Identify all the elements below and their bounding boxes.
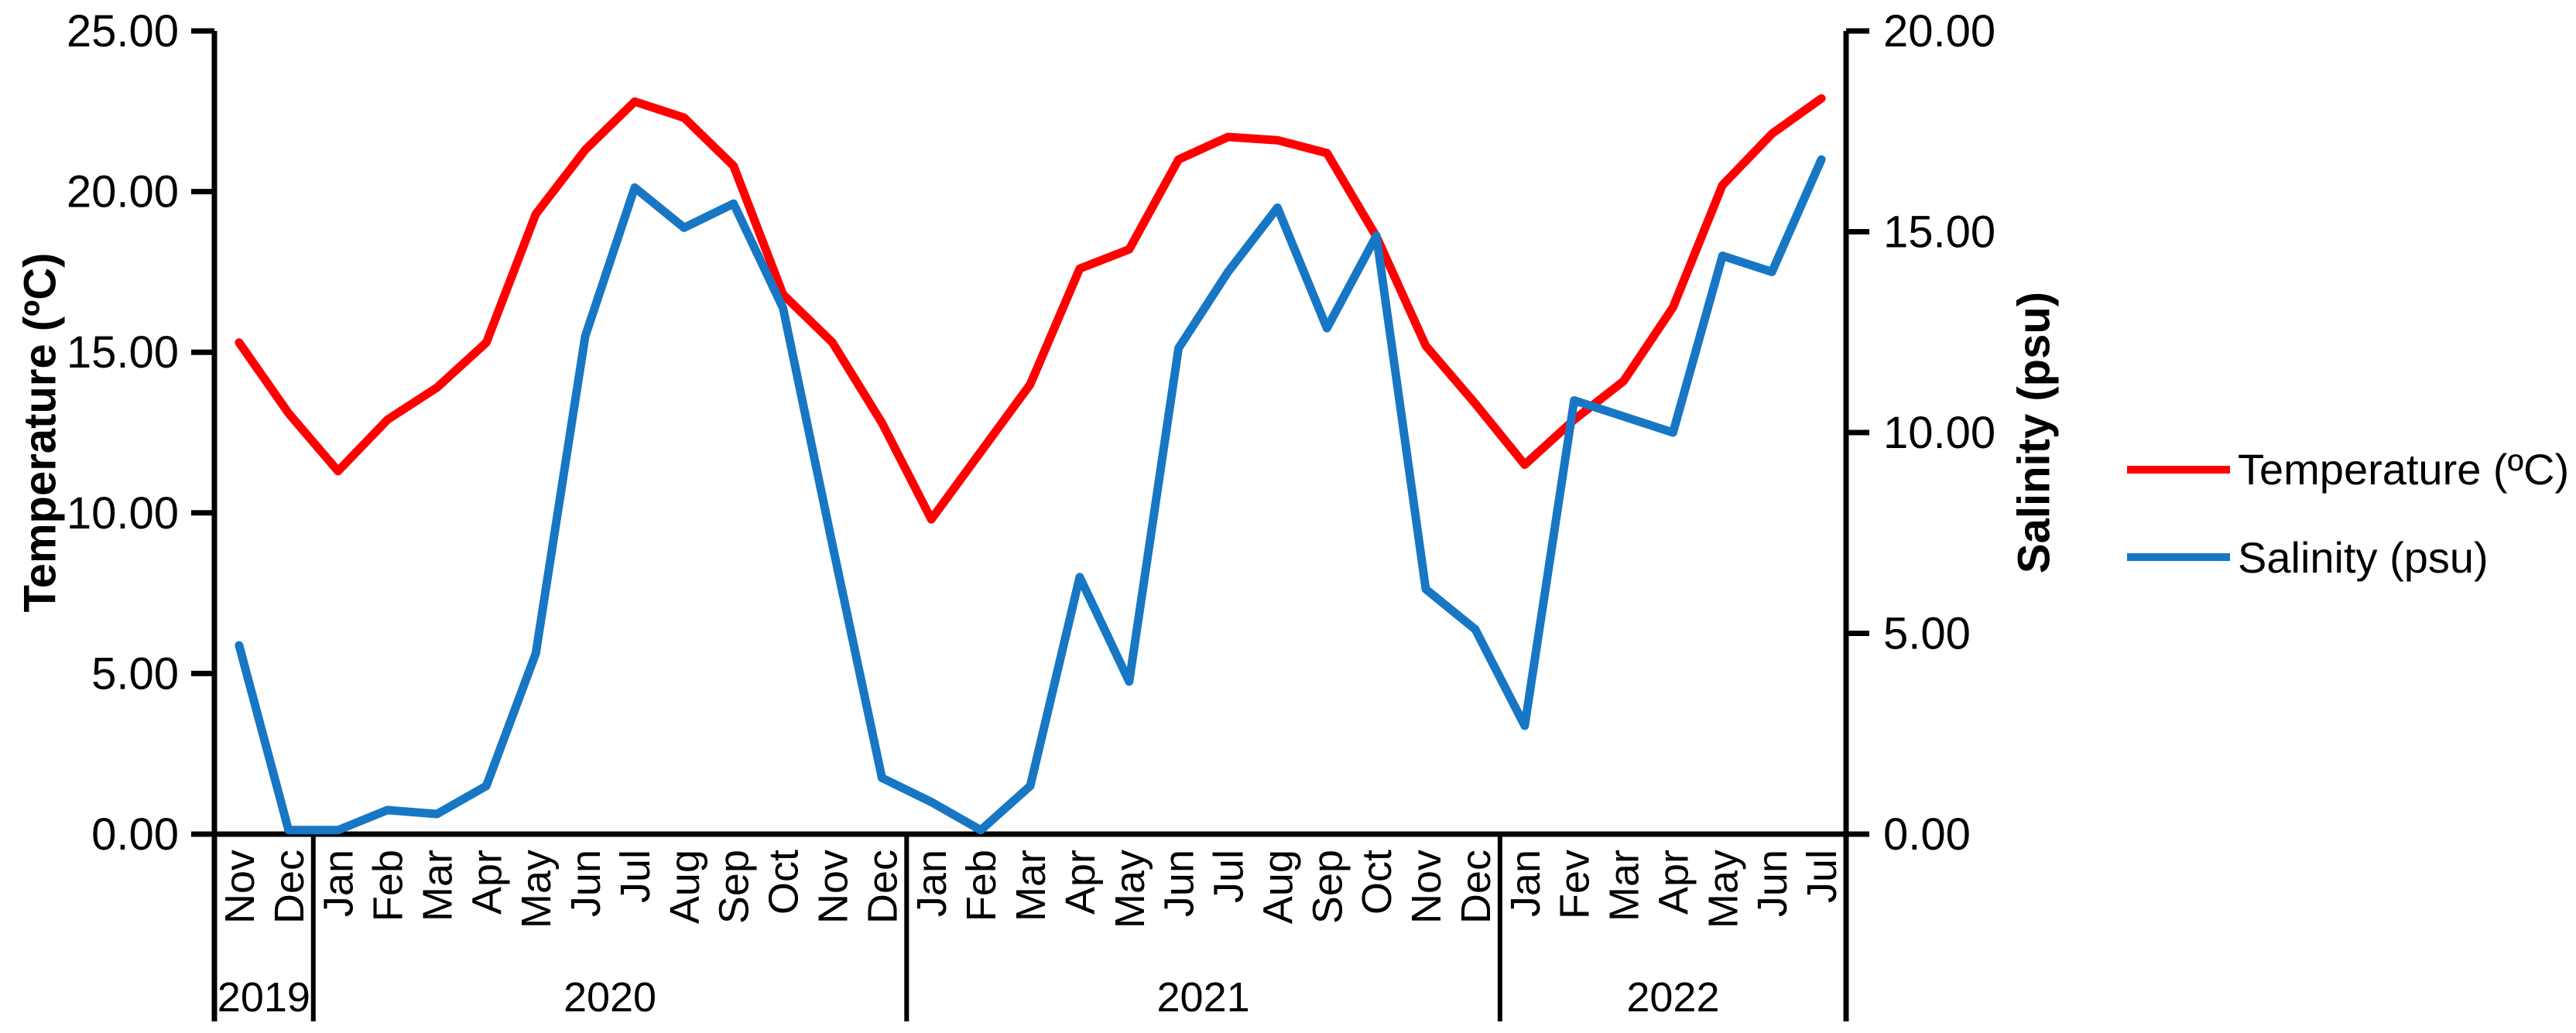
right-tick-label: 0.00 [1883, 809, 1971, 860]
left-tick-label: 5.00 [91, 648, 179, 699]
month-label: Jul [1206, 850, 1252, 903]
month-labels: Nov Dec Jan Feb Mar Apr May Jun Jul Aug Sep Oct Nov D… [217, 850, 1845, 929]
month-label: Apr [1650, 850, 1697, 915]
month-label: Sep [711, 850, 758, 924]
right-axis-title: Salinity (psu) [2009, 291, 2060, 574]
right-tick-label: 5.00 [1883, 609, 1971, 659]
month-label: Aug [1255, 850, 1301, 924]
salinity-line-swatch [2127, 553, 2230, 562]
month-label: Mar [1601, 850, 1648, 922]
legend-item-salinity: Salinity (psu) [2127, 532, 2569, 582]
legend: Temperature (ºC) Salinity (psu) [2127, 446, 2569, 581]
right-tick-label: 20.00 [1883, 6, 1995, 56]
temperature-line-swatch [2127, 465, 2230, 474]
legend-label-temperature: Temperature (ºC) [2238, 445, 2570, 494]
year-labels: 2019 2020 2021 2022 [218, 974, 1720, 1021]
axes [211, 31, 1849, 1021]
month-label: Jan [1502, 850, 1549, 917]
salinity-line [235, 155, 1826, 835]
left-tick-label: 10.00 [67, 488, 179, 539]
month-label: Fev [1552, 850, 1598, 919]
right-tick-label: 15.00 [1883, 207, 1995, 258]
month-label: Dec [266, 850, 313, 924]
month-label: Nov [810, 850, 856, 924]
month-label: Apr [1057, 850, 1104, 915]
month-label: Mar [414, 850, 461, 922]
month-label: Jun [1156, 850, 1203, 917]
month-label: Dec [1453, 850, 1499, 924]
month-label: Apr [464, 850, 510, 915]
legend-label-salinity: Salinity (psu) [2238, 532, 2489, 582]
year-label: 2020 [564, 974, 656, 1021]
right-axis-ticks: 20.00 15.00 10.00 5.00 0.00 [1846, 6, 1995, 860]
year-label: 2021 [1157, 974, 1250, 1021]
month-label: Dec [859, 850, 906, 924]
left-tick-label: 15.00 [67, 327, 179, 378]
month-label: Nov [1403, 850, 1450, 924]
month-label: Jun [1749, 850, 1796, 917]
left-axis-title: Temperature (ºC) [15, 252, 66, 613]
year-label: 2022 [1626, 974, 1719, 1021]
left-tick-label: 0.00 [91, 809, 179, 860]
month-label: Jan [316, 850, 362, 917]
month-label: Oct [761, 850, 807, 915]
month-label: Nov [217, 850, 263, 924]
month-label: Jul [612, 850, 659, 903]
month-label: Aug [662, 850, 708, 924]
month-label: Sep [1304, 850, 1351, 924]
left-tick-label: 25.00 [67, 6, 179, 56]
month-label: May [1107, 850, 1153, 929]
year-label: 2019 [218, 974, 310, 1021]
month-label: May [1700, 850, 1746, 929]
month-label: May [513, 850, 560, 929]
month-label: Mar [1008, 850, 1054, 922]
month-label: Jun [563, 850, 609, 917]
left-tick-label: 20.00 [67, 167, 179, 217]
month-label: Oct [1354, 850, 1400, 915]
month-label: Jan [909, 850, 955, 917]
temperature-line [235, 94, 1826, 524]
legend-item-temperature: Temperature (ºC) [2127, 446, 2569, 494]
month-label: Feb [365, 850, 412, 922]
month-label: Feb [958, 850, 1005, 922]
left-axis-ticks: 25.00 20.00 15.00 10.00 5.00 0.00 [67, 6, 214, 860]
right-tick-label: 10.00 [1883, 408, 1995, 458]
month-label: Jul [1799, 850, 1845, 903]
